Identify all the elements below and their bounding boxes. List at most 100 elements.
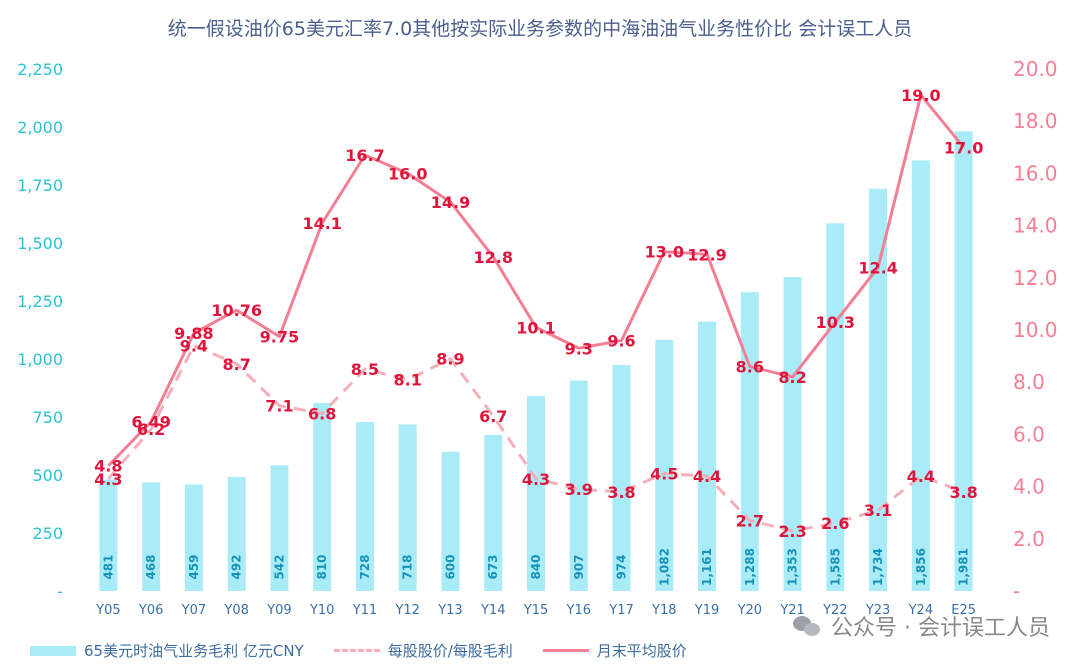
bar [954,131,973,591]
dashed-point-label: 6.2 [137,420,165,439]
dashed-point-label: 3.8 [607,483,635,502]
x-tick-label: E25 [951,603,976,618]
x-tick-label: Y10 [309,603,334,618]
line-point-label: 9.75 [260,328,299,347]
point-labels: 4.3 6.2 9.4 8.7 7.1 6.8 8.5 8.1 8.9 6.7 4.3 3.9 3.8 4… [94,86,983,541]
right-tick-label: - [1013,579,1020,603]
x-axis: Y05 Y06 Y07 Y08 Y09 Y10 Y11 Y12 Y13 Y14 Y15 Y16 Y17 Y… [95,603,976,618]
legend-swatch-bar [30,645,76,656]
dashed-point-label: 8.5 [351,360,379,379]
dashed-point-label: 4.5 [650,465,678,484]
bar-value-label: 1,981 [957,548,971,586]
dashed-series-line [107,344,965,533]
watermark-text: 公众号 · 会计误工人员 [831,616,1050,641]
line-series [107,93,965,467]
left-axis: - 250 500 750 1,000 1,250 1,500 1,750 2,000 2,250 [17,60,63,601]
x-tick-label: Y22 [822,603,847,618]
legend-label-dashed: 每股股价/每股毛利 [387,642,513,660]
left-tick-label: 500 [32,466,63,485]
bar [270,465,289,591]
bar-value-label: 1,734 [871,548,885,586]
dashed-point-label: 8.1 [394,371,422,390]
x-tick-label: Y07 [181,603,206,618]
legend-item-line: 月末平均股价 [542,640,687,661]
bar-value-label: 468 [144,554,158,579]
bar-value-label: 459 [187,554,201,579]
bar [441,451,460,591]
bar-value-label: 1,288 [743,548,757,586]
dashed-point-label: 2.6 [821,514,849,533]
dashed-point-label: 3.9 [565,480,593,499]
bar-value-label: 974 [615,554,629,579]
bar-value-label: 1,161 [700,548,714,586]
line-point-label: 12.8 [473,248,512,267]
legend-swatch-line [542,649,589,652]
bar-value-label: 1,353 [786,548,800,586]
bar-value-label: 728 [358,554,372,579]
dashed-point-label: 6.7 [479,407,507,426]
x-tick-label: Y19 [694,603,719,618]
right-tick-label: 12.0 [1013,266,1058,290]
bar [740,292,759,591]
left-tick-label: 1,000 [17,350,63,369]
bar-value-label: 907 [572,554,586,579]
line-point-label: 4.8 [94,457,122,476]
line-point-label: 12.9 [687,245,726,264]
right-tick-label: 20.0 [1013,57,1058,81]
x-tick-label: Y20 [737,603,762,618]
bar-series: 481 468 459 492 542 810 728 718 600 673 840 907 974 1… [99,131,973,591]
dashed-point-label: 4.4 [693,467,721,486]
dashed-series [107,344,965,533]
x-tick-label: Y08 [223,603,248,618]
solid-series-line [107,93,965,467]
bar [313,403,332,591]
dashed-point-label: 6.8 [308,405,336,424]
line-point-label: 13.0 [645,243,684,262]
legend-item-bar: 65美元时油气业务毛利 亿元CNY [30,640,304,661]
dashed-point-label: 4.4 [907,467,935,486]
bar [569,380,588,591]
bar-value-label: 673 [486,554,500,579]
bar-value-label: 1,082 [657,548,671,586]
line-point-label: 9.88 [174,324,213,343]
x-tick-label: Y23 [865,603,890,618]
line-point-label: 12.4 [858,258,897,277]
right-tick-label: 18.0 [1013,109,1058,133]
line-point-label: 10.1 [516,318,555,337]
bar-value-label: 600 [443,554,457,579]
bar-value-label: 810 [315,554,329,579]
dashed-point-label: 9.4 [180,337,208,356]
dashed-point-label: 8.7 [222,355,250,374]
bar [783,277,802,591]
dashed-point-label: 4.3 [522,470,550,489]
line-point-label: 19.0 [901,86,940,105]
bar-value-label: 1,585 [828,548,842,586]
right-tick-label: 8.0 [1013,370,1045,394]
line-point-label: 10.76 [211,301,262,320]
x-tick-label: Y12 [394,603,419,618]
bar [99,479,118,591]
legend-item-dashed: 每股股价/每股毛利 [333,640,513,661]
line-point-label: 17.0 [944,138,983,157]
x-tick-label: Y24 [908,603,933,618]
bar [826,223,845,591]
dashed-point-label: 3.1 [864,501,892,520]
x-tick-label: Y15 [523,603,548,618]
bar [484,434,503,591]
left-tick-label: 2,000 [17,118,63,137]
bar [612,365,631,591]
line-point-label: 14.1 [302,214,341,233]
bar-value-label: 1,856 [914,548,928,586]
line-point-label: 16.7 [345,146,384,165]
right-tick-label: 16.0 [1013,161,1058,185]
bar-value-label: 542 [272,554,286,579]
legend-swatch-dashed [333,649,380,652]
left-tick-label: 750 [32,408,63,427]
dashed-point-label: 4.3 [94,470,122,489]
line-point-label: 16.0 [388,164,427,183]
left-tick-label: 1,500 [17,234,63,253]
x-tick-label: Y06 [138,603,163,618]
x-tick-label: Y17 [608,603,633,618]
right-tick-label: 4.0 [1013,475,1045,499]
